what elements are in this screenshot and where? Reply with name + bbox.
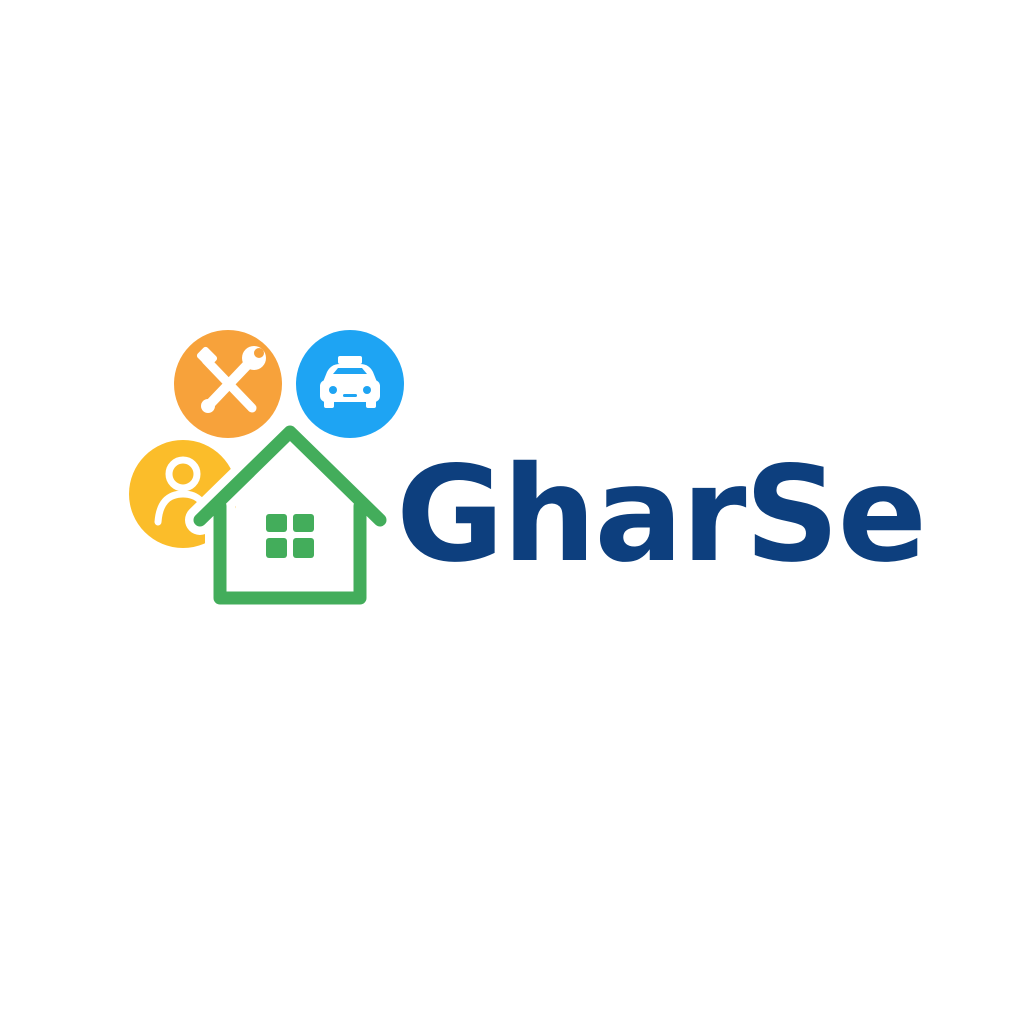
tools-badge [174, 330, 282, 438]
brand-wordmark: GharSe [396, 438, 927, 592]
window-icon [266, 514, 314, 558]
house-outline [185, 417, 395, 613]
wrench-screwdriver-icon [196, 346, 266, 413]
taxi-icon [320, 356, 380, 408]
house-icon [185, 417, 395, 613]
taxi-badge [296, 330, 404, 438]
